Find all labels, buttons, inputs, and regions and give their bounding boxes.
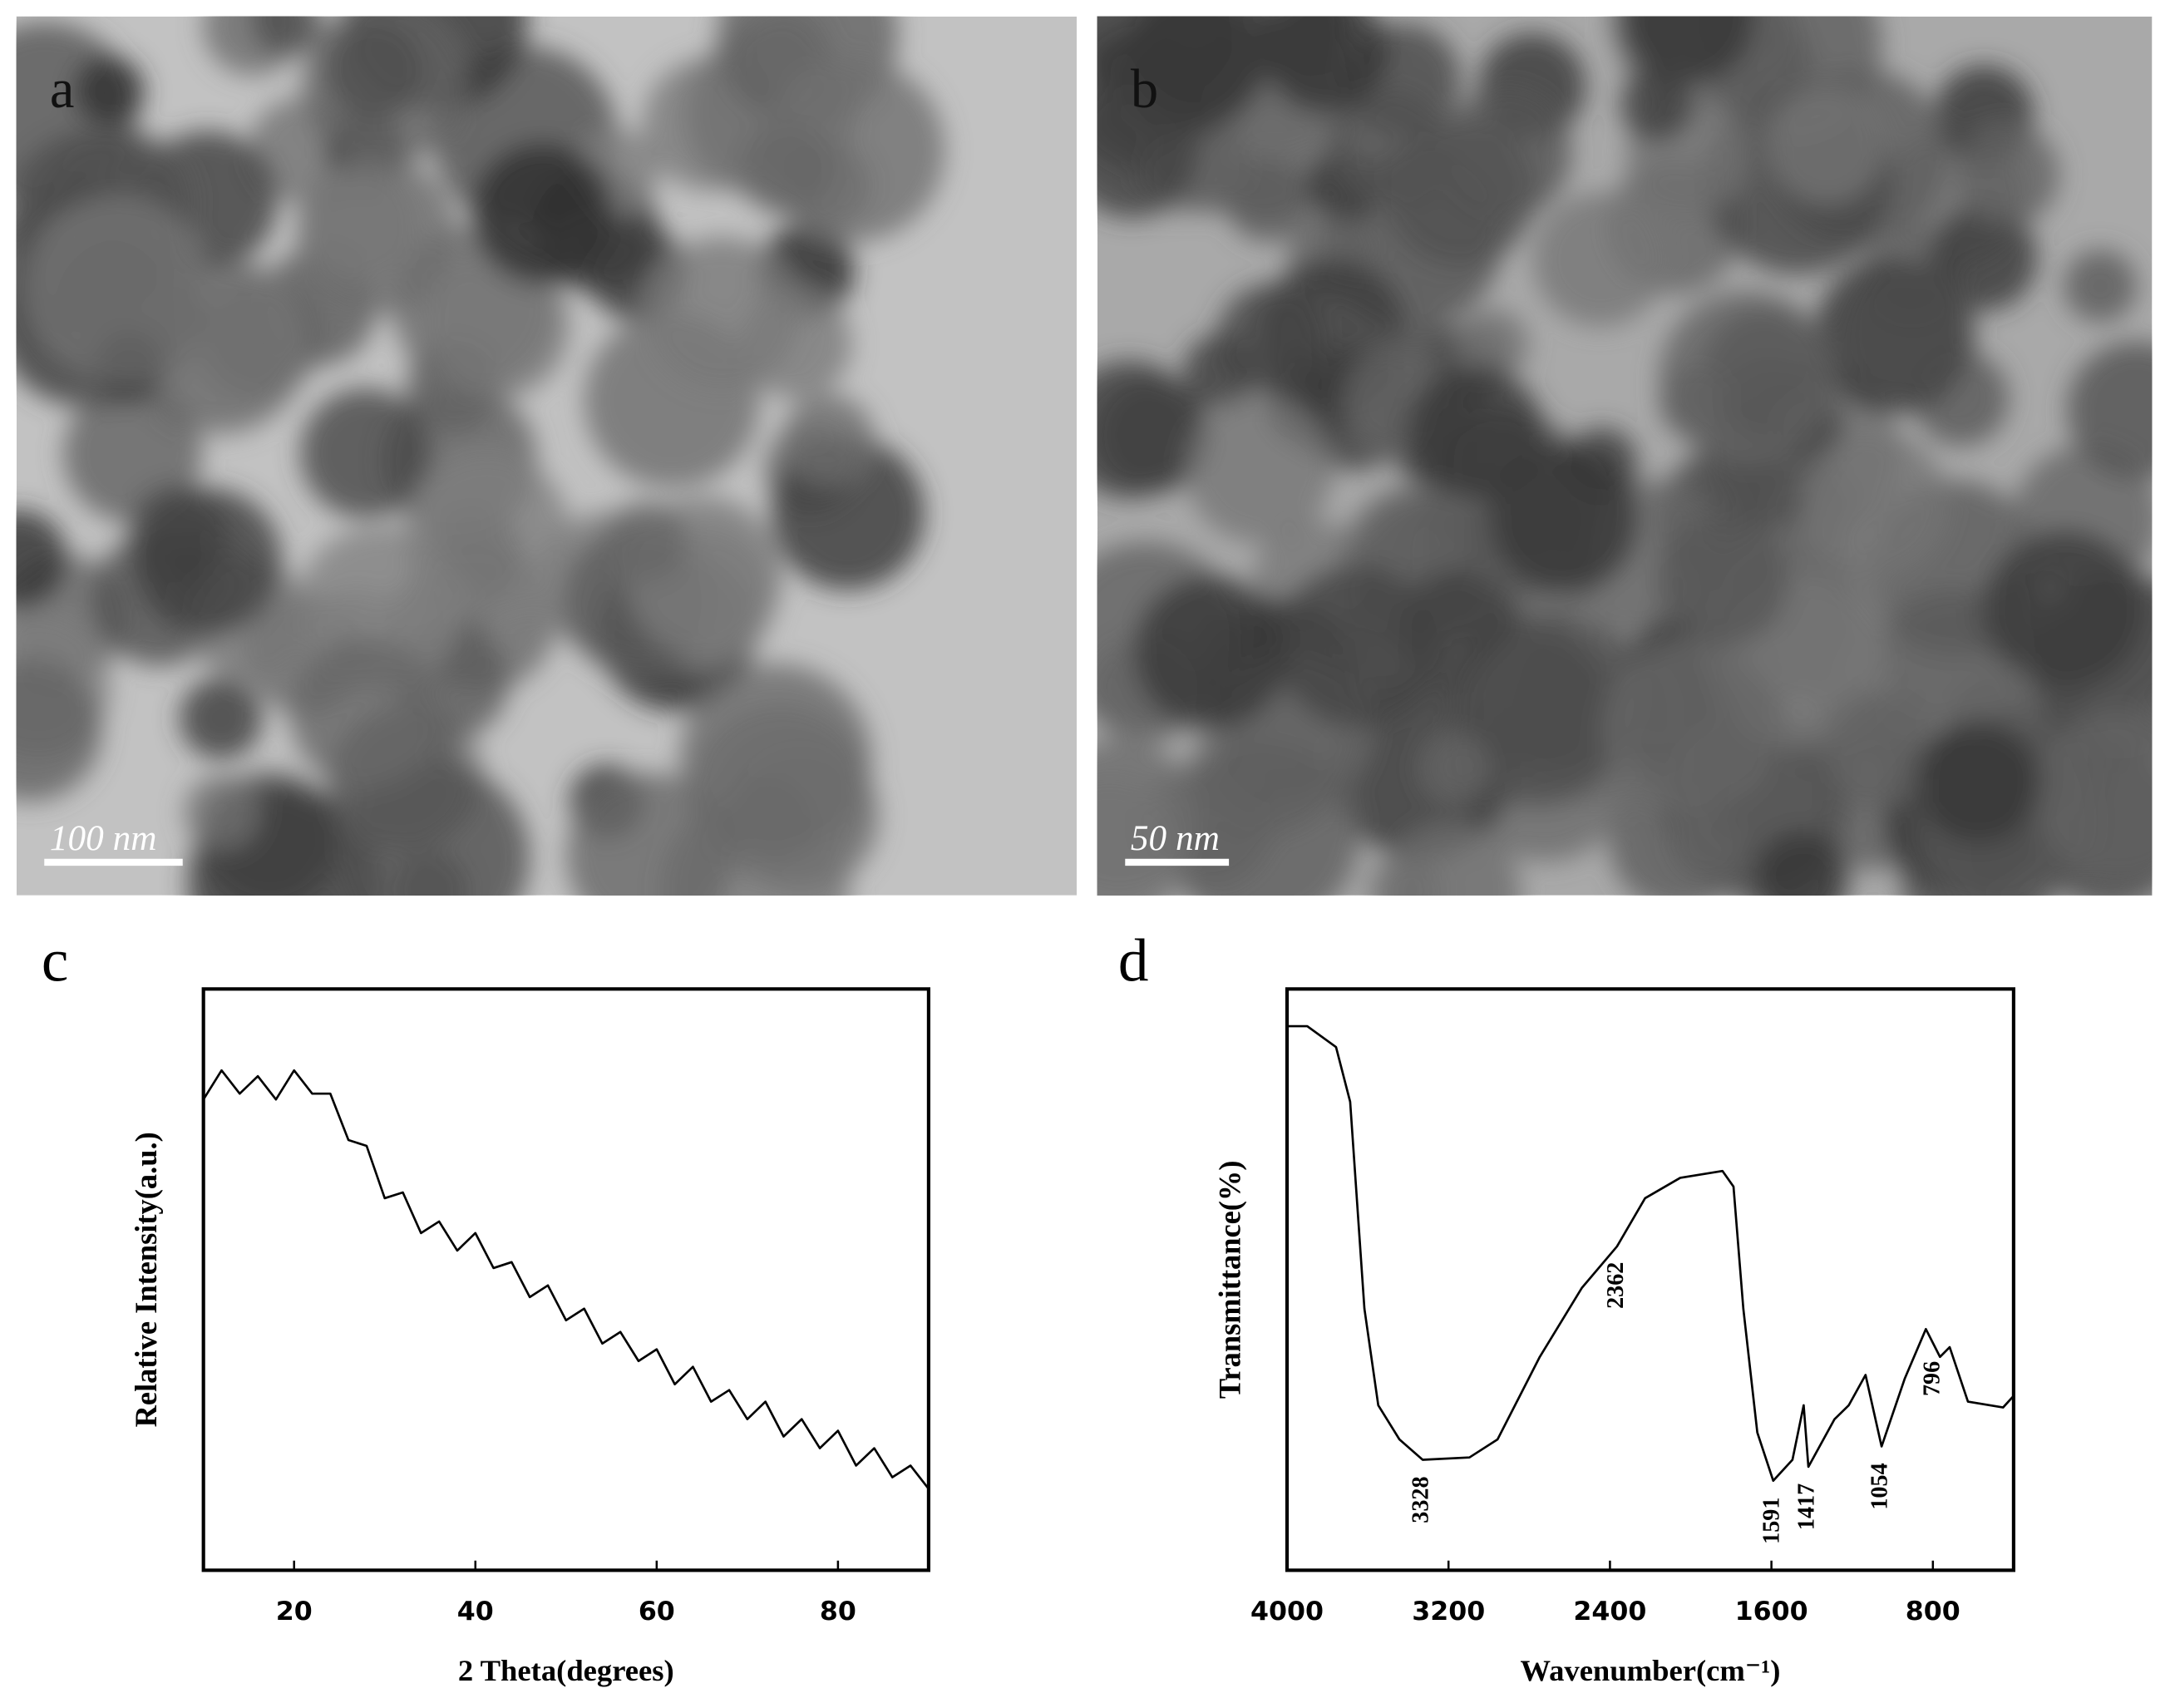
particle bbox=[1490, 445, 1639, 593]
particle bbox=[1328, 87, 1448, 207]
particle bbox=[1930, 204, 2038, 311]
particle bbox=[251, 16, 322, 56]
particle bbox=[2067, 341, 2153, 479]
scale-bar-label: 100 nm bbox=[50, 819, 157, 858]
panel-label: d bbox=[1118, 927, 1149, 995]
particle bbox=[679, 664, 872, 856]
particle bbox=[184, 774, 260, 851]
particle bbox=[1659, 290, 1835, 466]
particle bbox=[16, 659, 102, 802]
particle bbox=[1955, 123, 2059, 227]
particle bbox=[1420, 733, 1492, 804]
particle bbox=[1821, 691, 1939, 808]
particle bbox=[1097, 777, 1186, 896]
y-axis-label: Transmittance(%) bbox=[1212, 1161, 1246, 1399]
particle bbox=[47, 229, 206, 387]
particle bbox=[16, 510, 67, 608]
y-axis-label: Relative Intensity(a.u.) bbox=[129, 1132, 163, 1427]
particle bbox=[298, 163, 418, 283]
particle bbox=[1166, 738, 1360, 896]
particle bbox=[644, 236, 800, 391]
particle bbox=[782, 393, 875, 486]
particle bbox=[2032, 710, 2153, 881]
particle bbox=[403, 451, 570, 616]
particle bbox=[739, 121, 836, 216]
peak-label: 796 bbox=[1919, 1361, 1945, 1396]
particle bbox=[1532, 192, 1668, 327]
particle bbox=[1621, 16, 1755, 85]
particle bbox=[1657, 514, 1789, 646]
x-tick-label: 4000 bbox=[1250, 1597, 1324, 1627]
particle bbox=[1839, 265, 1976, 402]
particle bbox=[566, 773, 734, 896]
particle bbox=[1132, 16, 1274, 114]
particle bbox=[1440, 87, 1571, 219]
panel-label: b bbox=[1131, 59, 1158, 120]
x-tick-label: 20 bbox=[276, 1597, 313, 1627]
particle bbox=[74, 56, 145, 126]
particle bbox=[180, 677, 263, 759]
particle bbox=[300, 388, 432, 519]
particle bbox=[1097, 86, 1198, 219]
particles bbox=[1097, 16, 2153, 896]
panel-label: c bbox=[42, 927, 69, 995]
particles bbox=[16, 16, 945, 896]
peak-label: 2362 bbox=[1603, 1262, 1629, 1309]
particle bbox=[1669, 804, 1747, 881]
particle bbox=[1916, 719, 2041, 844]
peak-label: 1417 bbox=[1793, 1483, 1819, 1530]
particle bbox=[1602, 638, 1778, 814]
data-line bbox=[202, 1069, 930, 1490]
particle bbox=[1452, 635, 1624, 807]
x-tick-label: 40 bbox=[457, 1597, 494, 1627]
particle bbox=[2064, 249, 2138, 323]
particle bbox=[1383, 823, 1521, 896]
particle bbox=[289, 637, 441, 788]
peak-label: 3328 bbox=[1408, 1476, 1434, 1523]
particle bbox=[1134, 575, 1289, 730]
plot-frame bbox=[201, 987, 930, 1572]
particle bbox=[1455, 309, 1529, 382]
scale-bar-label: 50 nm bbox=[1131, 819, 1220, 858]
x-axis-label: 2 Theta(degrees) bbox=[458, 1653, 674, 1687]
x-axis-label: Wavenumber(cm⁻¹) bbox=[1521, 1653, 1781, 1687]
particle bbox=[604, 501, 688, 583]
particle bbox=[422, 252, 570, 399]
x-tick-label: 3200 bbox=[1412, 1597, 1485, 1627]
x-tick-label: 1600 bbox=[1735, 1597, 1808, 1627]
tem-image bbox=[1097, 16, 2153, 896]
particle bbox=[1768, 87, 1886, 205]
x-tick-label: 80 bbox=[820, 1597, 856, 1627]
particle bbox=[1408, 365, 1543, 500]
peak-label: 1054 bbox=[1867, 1463, 1893, 1509]
particle bbox=[1754, 831, 1850, 896]
particle bbox=[1185, 396, 1334, 544]
particle bbox=[1620, 69, 1693, 141]
particle bbox=[1275, 565, 1438, 727]
x-tick-label: 800 bbox=[1906, 1597, 1960, 1627]
particle bbox=[1985, 530, 2145, 689]
peak-label: 1591 bbox=[1758, 1498, 1784, 1544]
data-line bbox=[1287, 1024, 2015, 1483]
particle bbox=[324, 21, 423, 120]
x-tick-label: 60 bbox=[639, 1597, 675, 1627]
x-tick-label: 2400 bbox=[1573, 1597, 1646, 1627]
particle bbox=[1097, 377, 1212, 493]
particle bbox=[1216, 284, 1327, 394]
particle bbox=[134, 487, 282, 635]
tem-image bbox=[16, 16, 1078, 896]
panel-label: a bbox=[50, 59, 75, 120]
plot-frame bbox=[1285, 987, 2015, 1572]
particle bbox=[1262, 16, 1388, 113]
particle bbox=[471, 143, 614, 285]
particle bbox=[1801, 430, 1948, 576]
